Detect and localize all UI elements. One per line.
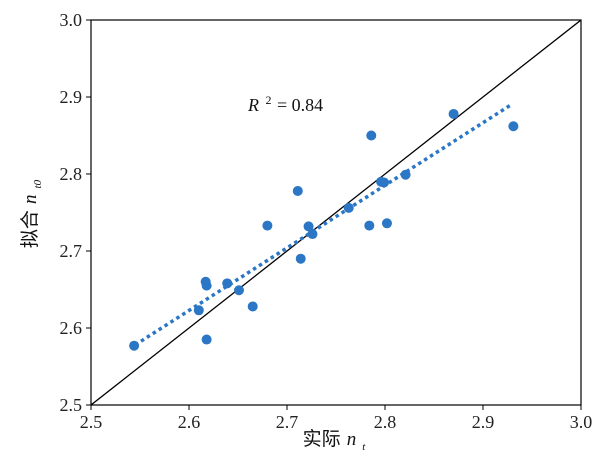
lines-layer (91, 20, 581, 405)
data-point (262, 220, 273, 231)
trend-line (134, 102, 514, 347)
tick-layer: 2.5 2.6 2.7 2.8 2.9 3.0 2.5 2.6 2.7 2.8 2.9 3.0 (60, 10, 593, 432)
data-point (400, 169, 411, 180)
x-axis-label-text: 实际 (303, 428, 341, 450)
y-tick-label: 3.0 (60, 10, 83, 30)
data-point (129, 340, 140, 351)
data-point (508, 121, 519, 132)
x-tick-label: 3.0 (570, 412, 593, 432)
x-axis-label: 实际 n t (303, 428, 367, 453)
y-axis-label-var: n (20, 195, 41, 205)
identity-line (91, 20, 581, 405)
data-point (247, 301, 258, 312)
y-axis-label-text: 拟合 (19, 210, 41, 248)
data-point (201, 280, 212, 291)
x-tick-label: 2.8 (374, 412, 397, 432)
y-tick-label: 2.8 (60, 164, 83, 184)
y-tick-label: 2.9 (60, 87, 83, 107)
data-point (364, 220, 375, 231)
data-point (448, 108, 459, 119)
y-axis-label: 拟合 n t0 (19, 179, 44, 248)
data-point (201, 334, 212, 345)
data-point (381, 218, 392, 229)
x-tick-label: 2.6 (178, 412, 201, 432)
data-point (295, 253, 306, 264)
r-squared-sup: 2 (266, 93, 272, 107)
y-tick-label: 2.5 (60, 395, 83, 415)
x-tick-label: 2.9 (472, 412, 495, 432)
y-tick-label: 2.6 (60, 318, 83, 338)
x-tick-label: 2.5 (80, 412, 103, 432)
r-squared-annotation: R 2 = 0.84 (247, 88, 323, 115)
data-point (233, 285, 244, 296)
data-point (303, 221, 314, 232)
data-point (193, 305, 204, 316)
data-point (343, 202, 354, 213)
points-layer (129, 108, 519, 351)
y-tick-label: 2.7 (60, 241, 83, 261)
x-tick-label: 2.7 (276, 412, 299, 432)
data-point (292, 185, 303, 196)
data-point (366, 130, 377, 141)
r-squared-var: R (247, 95, 259, 115)
y-axis-label-sub: t0 (32, 179, 44, 188)
data-point (307, 229, 318, 240)
data-point (222, 278, 233, 289)
x-axis-label-sub: t (362, 441, 366, 453)
x-axis-label-var: n (347, 429, 357, 450)
plot-area-frame (90, 19, 582, 406)
r-squared-value: = 0.84 (277, 95, 323, 115)
data-point (379, 177, 390, 188)
